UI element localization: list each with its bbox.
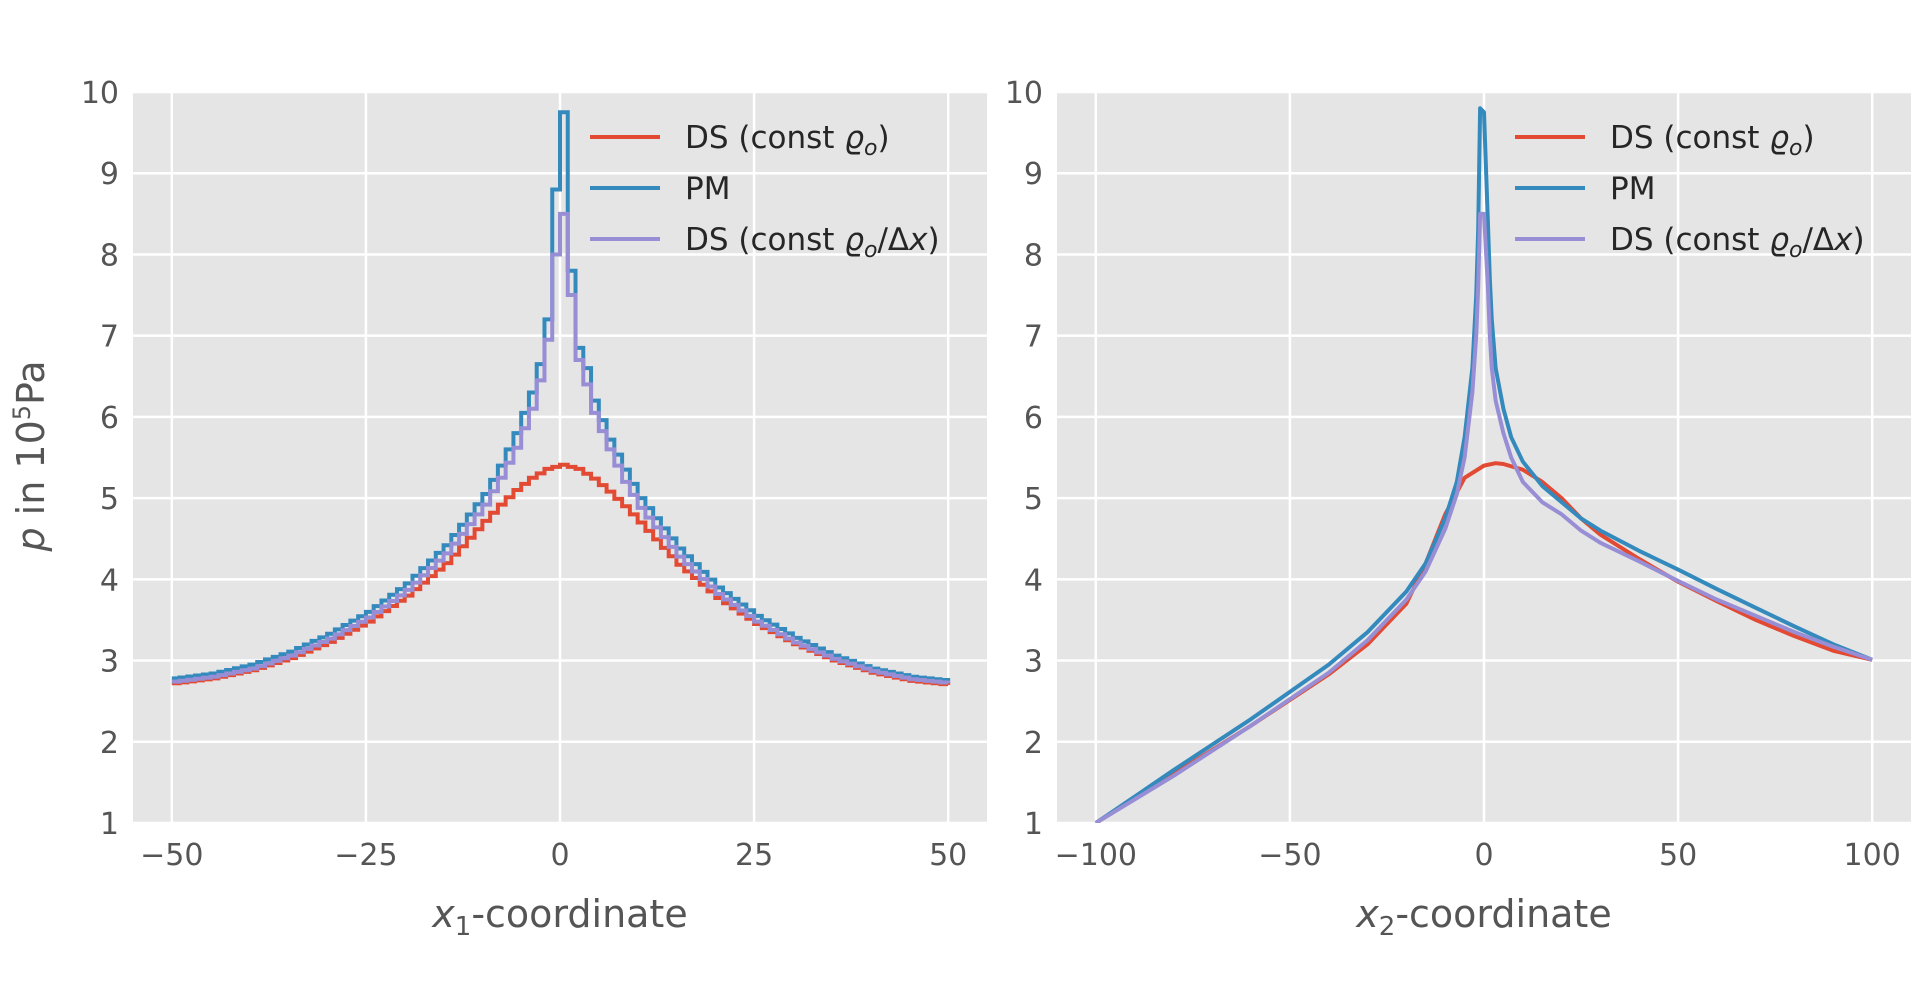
y-tick-label: 6 bbox=[1024, 401, 1043, 436]
y-tick-label: 1 bbox=[100, 807, 119, 842]
x-axis-label: x2-coordinate bbox=[1355, 892, 1611, 942]
y-axis-label-unit: Pa bbox=[9, 360, 53, 405]
x-tick-label: −100 bbox=[1055, 838, 1137, 873]
x-axis-label-rest: -coordinate bbox=[471, 892, 687, 936]
x-tick-label: 50 bbox=[1659, 838, 1697, 873]
legend-label-2: DS (const ϱo/Δx) bbox=[685, 222, 940, 263]
legend-label-1: PM bbox=[685, 171, 730, 207]
legend-label-1: PM bbox=[1610, 171, 1655, 207]
y-tick-label: 1 bbox=[1024, 807, 1043, 842]
y-tick-label: 6 bbox=[100, 401, 119, 436]
y-tick-label: 4 bbox=[100, 563, 119, 598]
x-tick-label: 100 bbox=[1844, 838, 1901, 873]
x-tick-label: −25 bbox=[334, 838, 397, 873]
x-tick-label: −50 bbox=[1258, 838, 1321, 873]
y-axis-label-middle: in 10 bbox=[9, 420, 53, 527]
y-axis-label-var: p bbox=[9, 527, 53, 552]
series-line-1 bbox=[171, 110, 951, 683]
legend-label-2: DS (const ϱo/Δx) bbox=[1610, 222, 1865, 263]
y-axis-label: p in 105Pa bbox=[8, 360, 53, 552]
x-axis-label-var: x bbox=[1355, 892, 1379, 936]
x-tick-label: 50 bbox=[929, 838, 967, 873]
x-axis-label-sub: 2 bbox=[1379, 912, 1396, 942]
y-tick-label: 2 bbox=[100, 726, 119, 761]
y-tick-label: 9 bbox=[100, 157, 119, 192]
y-tick-label: 3 bbox=[100, 645, 119, 680]
series-line-1 bbox=[1094, 106, 1873, 823]
y-tick-label: 7 bbox=[100, 320, 119, 355]
x-axis-label-sub: 1 bbox=[455, 912, 472, 942]
series-line-2 bbox=[1094, 211, 1873, 823]
y-tick-label: 5 bbox=[1024, 482, 1043, 517]
y-tick-label: 8 bbox=[100, 238, 119, 273]
x-tick-label: −50 bbox=[140, 838, 203, 873]
y-axis-label-exp: 5 bbox=[8, 405, 36, 420]
y-tick-label: 7 bbox=[1024, 320, 1043, 355]
y-tick-label: 4 bbox=[1024, 563, 1043, 598]
y-tick-label: 2 bbox=[1024, 726, 1043, 761]
y-tick-label: 8 bbox=[1024, 238, 1043, 273]
y-tick-label: 10 bbox=[81, 76, 119, 111]
right-panel: −100 −50 0 50 10012345678910x2-coordinateDS … bbox=[1005, 76, 1911, 942]
legend-label-0: DS (const ϱo) bbox=[1610, 120, 1815, 161]
x-tick-label: 0 bbox=[550, 838, 569, 873]
y-tick-label: 5 bbox=[100, 482, 119, 517]
x-axis-label-rest: -coordinate bbox=[1395, 892, 1611, 936]
series-line-2 bbox=[171, 211, 951, 685]
x-tick-label: 0 bbox=[1474, 838, 1493, 873]
legend-label-0: DS (const ϱo) bbox=[685, 120, 890, 161]
y-tick-label: 3 bbox=[1024, 645, 1043, 680]
x-axis-label-var: x bbox=[431, 892, 455, 936]
x-tick-label: 25 bbox=[735, 838, 773, 873]
x-axis-label: x1-coordinate bbox=[431, 892, 687, 942]
y-tick-label: 9 bbox=[1024, 157, 1043, 192]
y-tick-label: 10 bbox=[1005, 76, 1043, 111]
